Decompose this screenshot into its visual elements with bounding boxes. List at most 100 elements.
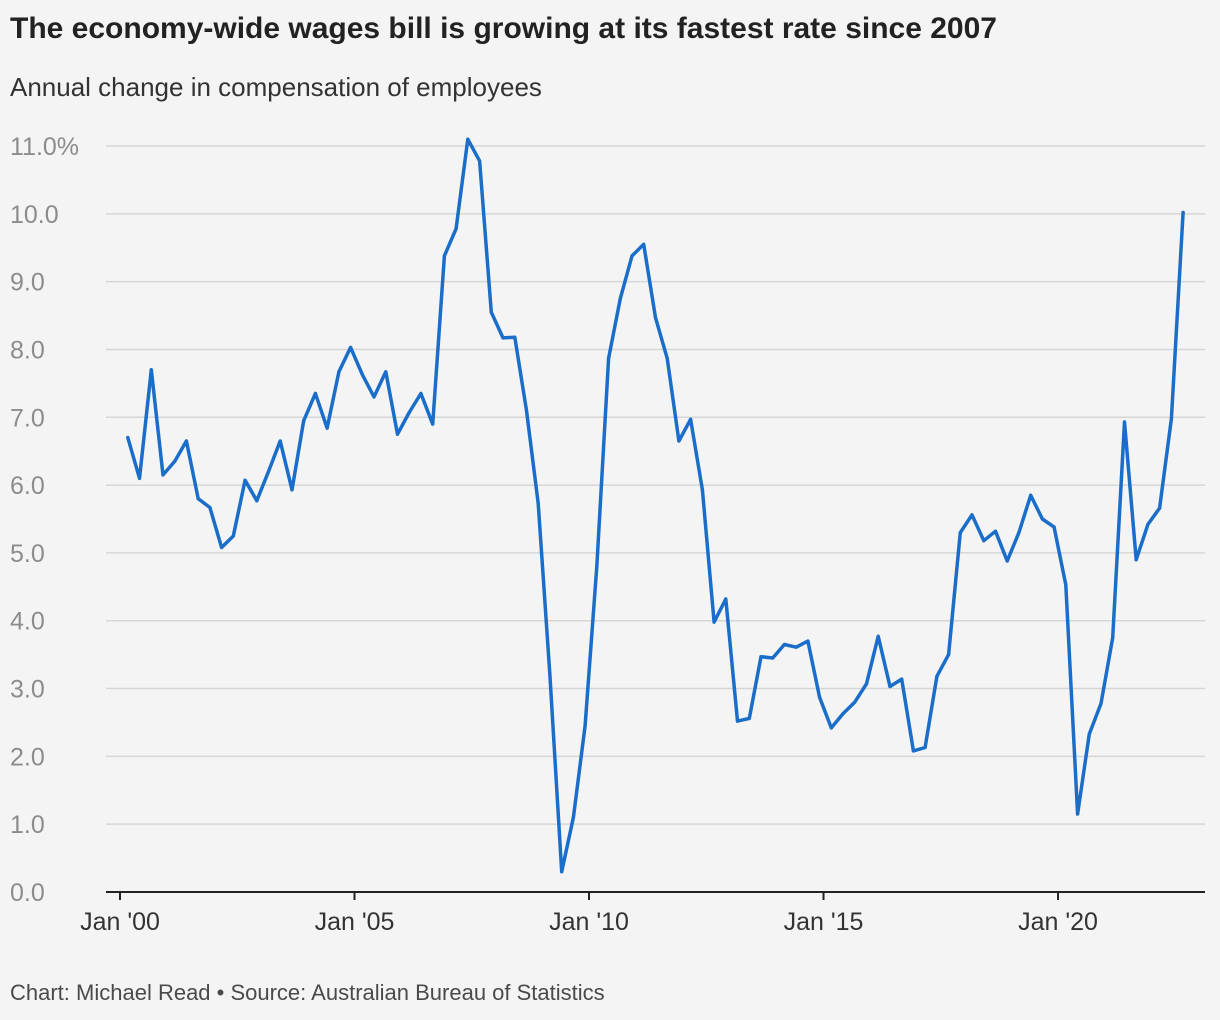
- y-tick-label: 8.0: [10, 336, 45, 364]
- data-point: [946, 653, 951, 657]
- data-point: [735, 719, 740, 723]
- data-point: [1134, 558, 1138, 562]
- data-point: [724, 597, 728, 601]
- data-point: [1087, 732, 1091, 736]
- data-point: [1064, 583, 1068, 587]
- data-point: [876, 634, 880, 638]
- data-point: [806, 639, 810, 643]
- data-point: [255, 499, 259, 503]
- data-point: [993, 529, 998, 533]
- data-point: [278, 439, 282, 443]
- data-point: [536, 501, 540, 506]
- data-point: [923, 745, 927, 750]
- data-point: [548, 673, 552, 677]
- data-point: [302, 419, 306, 423]
- data-point: [771, 656, 775, 660]
- data-point: [184, 439, 189, 443]
- series-line: [126, 137, 1185, 874]
- x-tick-label: Jan '10: [549, 908, 629, 936]
- data-point: [161, 473, 165, 477]
- data-point: [501, 336, 505, 340]
- data-point: [1052, 525, 1056, 529]
- data-point: [325, 426, 329, 430]
- data-point: [1146, 522, 1150, 527]
- y-tick-label: 7.0: [10, 404, 45, 432]
- data-point: [583, 724, 587, 728]
- y-tick-label: 0.0: [10, 879, 45, 907]
- data-point: [689, 417, 693, 421]
- data-point: [290, 488, 294, 492]
- data-point: [642, 242, 646, 246]
- data-point: [1029, 493, 1033, 497]
- x-tick-labels: Jan '00 Jan '05 Jan '10 Jan '15 Jan '20: [80, 892, 1098, 936]
- x-tick-label: Jan '05: [315, 908, 395, 936]
- data-point: [442, 254, 446, 258]
- data-point: [477, 159, 482, 163]
- x-tick-label: Jan '00: [80, 908, 160, 936]
- data-point: [1075, 812, 1080, 816]
- data-point: [911, 749, 916, 753]
- data-point: [466, 137, 470, 141]
- data-point: [407, 410, 411, 415]
- y-tick-label: 9.0: [10, 269, 45, 297]
- y-tick-label: 11.0%: [10, 133, 79, 161]
- data-point: [560, 870, 564, 874]
- data-point: [864, 682, 869, 686]
- data-point: [126, 436, 130, 440]
- data-point: [1169, 417, 1173, 421]
- data-point: [1005, 559, 1009, 563]
- data-point: [841, 712, 845, 716]
- data-point: [266, 469, 271, 474]
- data-point: [618, 296, 622, 301]
- y-tick-label: 1.0: [10, 811, 45, 839]
- data-point: [360, 372, 364, 377]
- chart-subtitle: Annual change in compensation of employe…: [10, 72, 542, 102]
- data-point: [243, 478, 247, 482]
- data-point: [747, 716, 751, 720]
- data-point: [853, 700, 857, 704]
- data-point: [348, 345, 353, 350]
- data-point: [313, 391, 318, 396]
- x-tick-label: Jan '20: [1018, 908, 1098, 936]
- line-chart: 0.01.02.03.04.05.06.07.08.09.010.011.0% …: [10, 133, 1205, 936]
- data-point: [595, 564, 599, 569]
- data-point: [630, 254, 634, 258]
- data-point: [1099, 701, 1103, 706]
- y-grid: [106, 145, 1205, 825]
- data-point: [1040, 517, 1044, 521]
- data-point: [431, 422, 435, 426]
- data-point: [149, 368, 153, 372]
- data-point: [1122, 420, 1127, 424]
- data-point: [337, 370, 341, 374]
- data-point: [982, 539, 986, 543]
- data-point: [653, 315, 658, 320]
- data-point: [700, 488, 704, 492]
- y-tick-label: 5.0: [10, 540, 45, 568]
- data-point: [818, 695, 822, 699]
- data-point: [384, 370, 388, 374]
- data-point: [712, 620, 716, 624]
- series-group: [126, 137, 1185, 874]
- data-point: [208, 505, 212, 510]
- data-point: [489, 310, 493, 314]
- data-point: [524, 408, 529, 413]
- data-point: [1181, 210, 1185, 215]
- x-tick-label: Jan '15: [784, 908, 864, 936]
- data-point: [900, 677, 904, 681]
- chart-title: The economy-wide wages bill is growing a…: [10, 12, 997, 45]
- y-tick-label: 3.0: [10, 676, 45, 704]
- data-point: [935, 674, 939, 678]
- data-point: [196, 497, 200, 501]
- data-point: [372, 395, 376, 399]
- data-point: [454, 227, 458, 231]
- data-point: [513, 335, 517, 339]
- data-point: [888, 684, 892, 689]
- data-point: [782, 642, 787, 647]
- data-point: [137, 476, 142, 480]
- data-point: [571, 815, 575, 820]
- data-point: [231, 534, 235, 538]
- data-point: [1158, 506, 1162, 510]
- y-tick-labels: 0.0 1.0 2.0 3.0 4.0 5.0 6.0 7.0 8.0 9.0 10.0 11.0%: [10, 133, 79, 907]
- data-point: [419, 391, 423, 396]
- data-point: [958, 530, 962, 535]
